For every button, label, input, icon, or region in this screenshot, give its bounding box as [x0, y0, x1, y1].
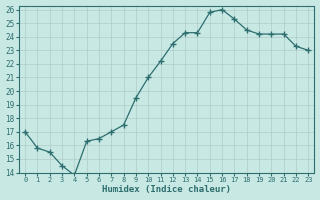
X-axis label: Humidex (Indice chaleur): Humidex (Indice chaleur) — [102, 185, 231, 194]
